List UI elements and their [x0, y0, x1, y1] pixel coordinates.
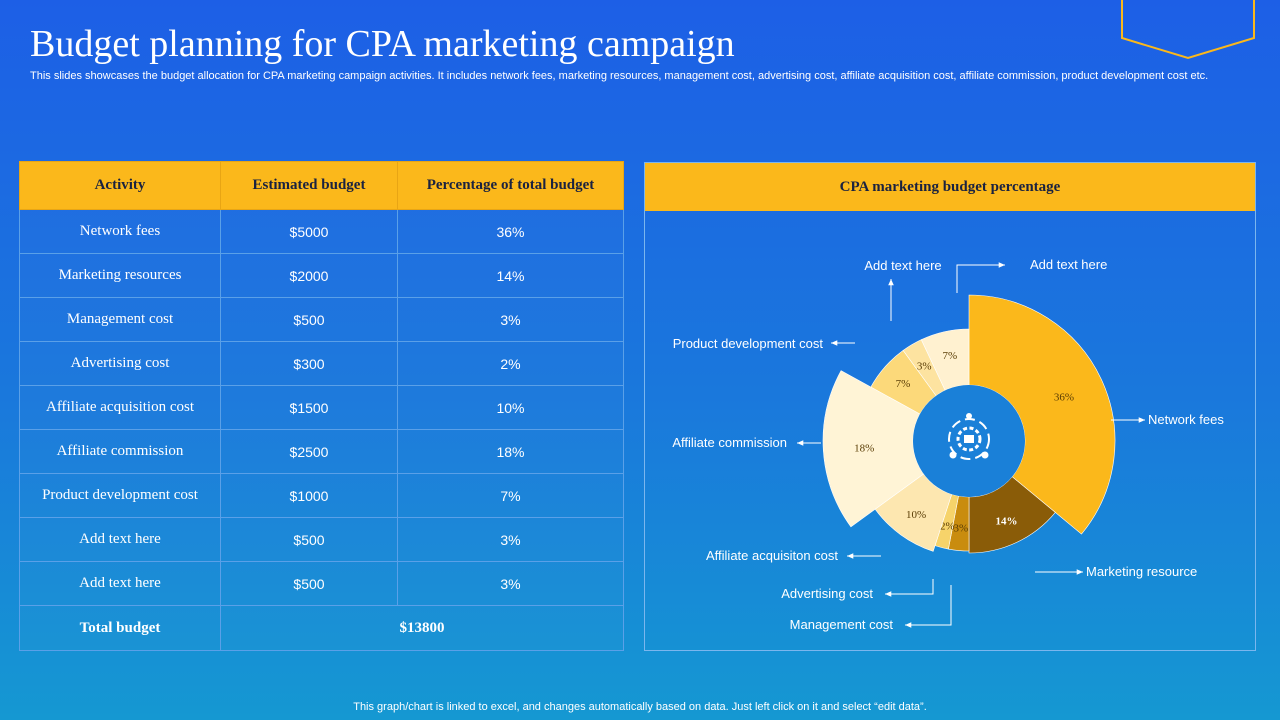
activity-cell: Marketing resources — [19, 253, 221, 298]
slice-category-label: Affiliate commission — [672, 435, 787, 450]
header-estimated-budget: Estimated budget — [220, 161, 398, 210]
slice-category-label: Affiliate acquisiton cost — [706, 548, 838, 563]
percentage-cell: 10% — [397, 385, 624, 430]
activity-cell: Add text here — [19, 561, 221, 606]
budget-cell: $300 — [220, 341, 398, 386]
page-title: Budget planning for CPA marketing campai… — [30, 23, 735, 65]
budget-cell: $2000 — [220, 253, 398, 298]
header-percentage: Percentage of total budget — [397, 161, 624, 210]
total-value: $13800 — [220, 605, 624, 651]
page-subtitle: This slides showcases the budget allocat… — [30, 70, 1209, 82]
slice-value-label: 36% — [1054, 391, 1074, 403]
slice-value-label: 2% — [940, 520, 955, 532]
budget-cell: $1000 — [220, 473, 398, 518]
callout-arrow — [956, 262, 1005, 293]
table-row: Affiliate commission $2500 18% — [19, 429, 624, 474]
table-row: Product development cost $1000 7% — [19, 473, 624, 518]
header-activity: Activity — [19, 161, 221, 210]
donut-chart[interactable]: 36% Network fees 14% Marketing resource 3% Ma… — [645, 163, 1257, 652]
percentage-cell: 14% — [397, 253, 624, 298]
budget-cell: $5000 — [220, 209, 398, 254]
slice-category-label: Product development cost — [673, 336, 824, 351]
table-header-row: Activity Estimated budget Percentage of … — [19, 161, 624, 210]
slice-value-label: 7% — [942, 350, 957, 362]
slice-category-label: Add text here — [1030, 257, 1107, 272]
activity-cell: Management cost — [19, 297, 221, 342]
table-row: Affiliate acquisition cost $1500 10% — [19, 385, 624, 430]
budget-cell: $500 — [220, 297, 398, 342]
slice-category-label: Management cost — [790, 617, 894, 632]
footer-note: This graph/chart is linked to excel, and… — [353, 701, 927, 713]
activity-cell: Affiliate commission — [19, 429, 221, 474]
percentage-cell: 7% — [397, 473, 624, 518]
chart-panel: CPA marketing budget percentage 36% Netwo… — [644, 162, 1256, 651]
budget-cell: $1500 — [220, 385, 398, 430]
percentage-cell: 2% — [397, 341, 624, 386]
table-row: Management cost $500 3% — [19, 297, 624, 342]
decorative-hexagon-icon — [1121, 0, 1255, 60]
percentage-cell: 18% — [397, 429, 624, 474]
slice-value-label: 18% — [854, 443, 874, 455]
percentage-cell: 3% — [397, 297, 624, 342]
activity-cell: Affiliate acquisition cost — [19, 385, 221, 430]
percentage-cell: 3% — [397, 561, 624, 606]
pie-slice[interactable] — [968, 294, 1116, 535]
gear-team-icon — [948, 413, 990, 460]
activity-cell: Add text here — [19, 517, 221, 562]
table-row: Marketing resources $2000 14% — [19, 253, 624, 298]
activity-cell: Advertising cost — [19, 341, 221, 386]
activity-cell: Network fees — [19, 209, 221, 254]
callout-arrow — [885, 579, 934, 597]
slice-value-label: 7% — [896, 378, 911, 390]
table-row: Add text here $500 3% — [19, 561, 624, 606]
budget-table: Activity Estimated budget Percentage of … — [19, 161, 624, 651]
percentage-cell: 36% — [397, 209, 624, 254]
table-row: Advertising cost $300 2% — [19, 341, 624, 386]
slice-category-label: Add text here — [864, 258, 941, 273]
budget-cell: $500 — [220, 517, 398, 562]
slice-value-label: 14% — [995, 516, 1017, 528]
table-row: Add text here $500 3% — [19, 517, 624, 562]
table-total-row: Total budget $13800 — [19, 605, 624, 651]
slice-value-label: 10% — [906, 509, 926, 521]
slice-category-label: Advertising cost — [781, 586, 873, 601]
total-label: Total budget — [19, 605, 221, 651]
slice-category-label: Network fees — [1148, 412, 1224, 427]
slice-value-label: 3% — [917, 360, 932, 372]
percentage-cell: 3% — [397, 517, 624, 562]
activity-cell: Product development cost — [19, 473, 221, 518]
chart-title: CPA marketing budget percentage — [645, 163, 1255, 211]
table-row: Network fees $5000 36% — [19, 209, 624, 254]
callout-arrow — [905, 585, 952, 628]
budget-cell: $500 — [220, 561, 398, 606]
slice-category-label: Marketing resource — [1086, 564, 1197, 579]
slice-value-label: 3% — [953, 523, 968, 535]
budget-cell: $2500 — [220, 429, 398, 474]
